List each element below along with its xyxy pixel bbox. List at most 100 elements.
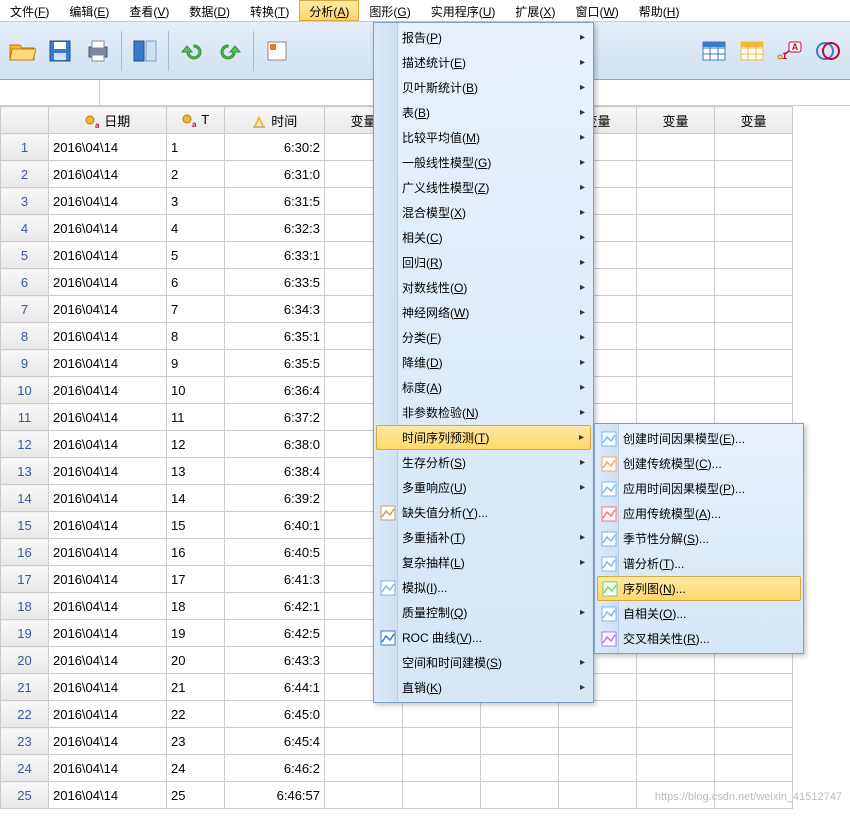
cell-t[interactable]: 2 xyxy=(167,161,225,188)
menu-item[interactable]: 相关(C) xyxy=(376,225,591,250)
cell-empty[interactable] xyxy=(637,242,715,269)
cell-empty[interactable] xyxy=(403,782,481,809)
cell-empty[interactable] xyxy=(325,701,403,728)
cell-t[interactable]: 17 xyxy=(167,566,225,593)
cell-time[interactable]: 6:38:4 xyxy=(225,458,325,485)
cell-t[interactable]: 15 xyxy=(167,512,225,539)
cell-empty[interactable] xyxy=(715,701,793,728)
menu-item[interactable]: 表(B) xyxy=(376,100,591,125)
menu-item[interactable]: 一般线性模型(G) xyxy=(376,150,591,175)
menu-item[interactable]: 回归(R) xyxy=(376,250,591,275)
cell-empty[interactable] xyxy=(637,296,715,323)
cell-empty[interactable] xyxy=(715,242,793,269)
cell-date[interactable]: 2016\04\14 xyxy=(49,404,167,431)
row-number[interactable]: 18 xyxy=(1,593,49,620)
cell-empty[interactable] xyxy=(481,755,559,782)
cell-date[interactable]: 2016\04\14 xyxy=(49,431,167,458)
menu-item[interactable]: 复杂抽样(L) xyxy=(376,550,591,575)
cell-t[interactable]: 16 xyxy=(167,539,225,566)
cell-empty[interactable] xyxy=(715,215,793,242)
cell-time[interactable]: 6:38:0 xyxy=(225,431,325,458)
cell-time[interactable]: 6:33:1 xyxy=(225,242,325,269)
row-number[interactable]: 6 xyxy=(1,269,49,296)
print-icon[interactable] xyxy=(80,33,116,69)
menu-item[interactable]: 标度(A) xyxy=(376,375,591,400)
cell-empty[interactable] xyxy=(403,755,481,782)
menu-item[interactable]: 多重响应(U) xyxy=(376,475,591,500)
cell-t[interactable]: 6 xyxy=(167,269,225,296)
cell-t[interactable]: 13 xyxy=(167,458,225,485)
grid2-icon[interactable] xyxy=(734,33,770,69)
cell-date[interactable]: 2016\04\14 xyxy=(49,782,167,809)
corner-cell[interactable] xyxy=(1,107,49,134)
row-number[interactable]: 11 xyxy=(1,404,49,431)
cell-date[interactable]: 2016\04\14 xyxy=(49,701,167,728)
menu-item[interactable]: 生存分析(S) xyxy=(376,450,591,475)
menu-g[interactable]: 图形(G) xyxy=(359,0,420,21)
cell-time[interactable]: 6:45:0 xyxy=(225,701,325,728)
cell-empty[interactable] xyxy=(715,755,793,782)
cell-empty[interactable] xyxy=(715,188,793,215)
cell-t[interactable]: 19 xyxy=(167,620,225,647)
cell-empty[interactable] xyxy=(637,161,715,188)
menu-x[interactable]: 扩展(X) xyxy=(505,0,565,21)
col-header-t[interactable]: a T xyxy=(167,107,225,134)
cell-empty[interactable] xyxy=(559,782,637,809)
cell-empty[interactable] xyxy=(403,728,481,755)
cell-time[interactable]: 6:41:3 xyxy=(225,566,325,593)
cell-date[interactable]: 2016\04\14 xyxy=(49,755,167,782)
cell-time[interactable]: 6:31:5 xyxy=(225,188,325,215)
cell-empty[interactable] xyxy=(559,755,637,782)
col-header-var[interactable]: 变量 xyxy=(715,107,793,134)
cell-empty[interactable] xyxy=(715,134,793,161)
cell-empty[interactable] xyxy=(715,296,793,323)
row-number[interactable]: 23 xyxy=(1,728,49,755)
cell-t[interactable]: 1 xyxy=(167,134,225,161)
cell-t[interactable]: 8 xyxy=(167,323,225,350)
menu-item[interactable]: 混合模型(X) xyxy=(376,200,591,225)
cell-empty[interactable] xyxy=(481,728,559,755)
cell-empty[interactable] xyxy=(637,728,715,755)
row-number[interactable]: 2 xyxy=(1,161,49,188)
submenu-item[interactable]: 谱分析(T)... xyxy=(597,551,801,576)
cell-empty[interactable] xyxy=(559,728,637,755)
row-number[interactable]: 22 xyxy=(1,701,49,728)
submenu-item[interactable]: 应用传统模型(A)... xyxy=(597,501,801,526)
menu-item[interactable]: 多重插补(T) xyxy=(376,525,591,550)
cell-date[interactable]: 2016\04\14 xyxy=(49,539,167,566)
goto-icon[interactable] xyxy=(259,33,295,69)
cell-empty[interactable] xyxy=(637,755,715,782)
menu-w[interactable]: 窗口(W) xyxy=(565,0,628,21)
cell-date[interactable]: 2016\04\14 xyxy=(49,458,167,485)
cell-time[interactable]: 6:37:2 xyxy=(225,404,325,431)
cell-date[interactable]: 2016\04\14 xyxy=(49,674,167,701)
row-number[interactable]: 15 xyxy=(1,512,49,539)
cell-date[interactable]: 2016\04\14 xyxy=(49,296,167,323)
row-number[interactable]: 7 xyxy=(1,296,49,323)
menu-item[interactable]: 空间和时间建模(S) xyxy=(376,650,591,675)
row-number[interactable]: 8 xyxy=(1,323,49,350)
cell-empty[interactable] xyxy=(637,323,715,350)
cell-empty[interactable] xyxy=(637,215,715,242)
submenu-item[interactable]: 季节性分解(S)... xyxy=(597,526,801,551)
submenu-item[interactable]: 应用时间因果模型(P)... xyxy=(597,476,801,501)
use-sets-icon[interactable] xyxy=(810,33,846,69)
cell-t[interactable]: 22 xyxy=(167,701,225,728)
row-number[interactable]: 10 xyxy=(1,377,49,404)
cell-time[interactable]: 6:40:1 xyxy=(225,512,325,539)
cell-date[interactable]: 2016\04\14 xyxy=(49,323,167,350)
row-number[interactable]: 25 xyxy=(1,782,49,809)
menu-item[interactable]: 贝叶斯统计(B) xyxy=(376,75,591,100)
cell-t[interactable]: 5 xyxy=(167,242,225,269)
cell-time[interactable]: 6:46:2 xyxy=(225,755,325,782)
row-number[interactable]: 5 xyxy=(1,242,49,269)
cell-time[interactable]: 6:33:5 xyxy=(225,269,325,296)
cell-empty[interactable] xyxy=(637,701,715,728)
value-labels-icon[interactable]: A1 xyxy=(772,33,808,69)
cell-empty[interactable] xyxy=(481,782,559,809)
cell-time[interactable]: 6:32:3 xyxy=(225,215,325,242)
cell-t[interactable]: 4 xyxy=(167,215,225,242)
cell-date[interactable]: 2016\04\14 xyxy=(49,593,167,620)
submenu-item[interactable]: 自相关(O)... xyxy=(597,601,801,626)
cell-time[interactable]: 6:46:57 xyxy=(225,782,325,809)
